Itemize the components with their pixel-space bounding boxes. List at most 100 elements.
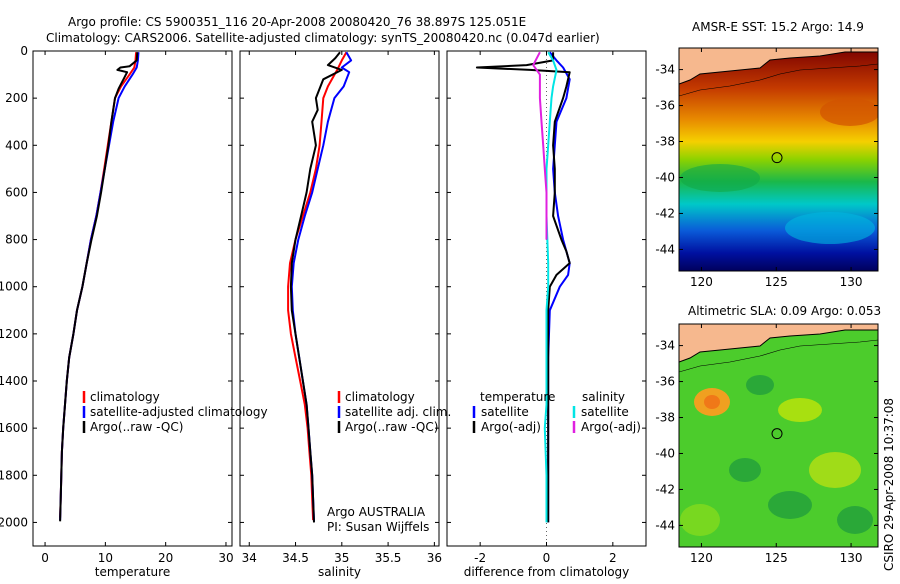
plot-frame (32, 50, 233, 547)
sst-map-axes: -34 -36 -38 -40 -42 -44 120 125 130 (655, 47, 879, 289)
sla-patch (680, 504, 720, 536)
sla-patch (837, 506, 873, 534)
x-tick-label: 36 (427, 551, 442, 565)
x-tick-label: 0 (543, 551, 551, 565)
sla-patch (746, 375, 774, 395)
series-line-temp_satellite (547, 51, 571, 523)
difference-legend: temperature satellite Argo(-adj) salinit… (472, 390, 641, 434)
x-tick-label: 10 (98, 551, 113, 565)
sla-map (679, 324, 878, 547)
x-tick-label: -2 (474, 551, 486, 565)
legend-label-argo: Argo(..raw -QC) (345, 420, 438, 434)
sla-patch (809, 452, 861, 488)
lat-tick-label: -44 (655, 518, 675, 532)
lon-tick-label: 120 (690, 275, 713, 289)
x-tick-label: 2 (609, 551, 617, 565)
lon-tick-label: 125 (765, 275, 788, 289)
x-axis-label: difference from climatology (464, 565, 630, 579)
lat-tick-label: -34 (655, 339, 675, 353)
lon-tick-label: 130 (840, 275, 863, 289)
lat-tick-label: -38 (655, 411, 675, 425)
temperature-legend: climatology satellite-adjusted climatolo… (82, 390, 268, 434)
x-tick-label: 35 (334, 551, 349, 565)
legend-label-satellite: satellite adj. clim. (345, 405, 451, 419)
sla-argo-location-marker (771, 428, 783, 440)
x-tick-label: 34.5 (282, 551, 309, 565)
lat-tick-label: -40 (655, 446, 675, 460)
plot-frame (239, 50, 440, 547)
side-timestamp-label: CSIRO 29-Apr-2008 10:37:08 (882, 398, 896, 571)
sst-cyan-patch (785, 212, 875, 244)
legend-label-argo: Argo(..raw -QC) (90, 420, 183, 434)
legend-label-temp-argo: Argo(-adj) (481, 420, 541, 434)
lon-tick-label: 120 (690, 551, 713, 565)
sla-shelf-contour (679, 339, 878, 373)
lat-tick-label: -42 (655, 206, 675, 220)
map-frame (678, 323, 879, 548)
lat-tick-label: -34 (655, 63, 675, 77)
lat-tick-label: -40 (655, 170, 675, 184)
sla-land (679, 324, 878, 362)
y-tick-label: 600 (5, 185, 28, 199)
figure-title-line2: Climatology: CARS2006. Satellite-adjuste… (46, 31, 600, 45)
series-line-argo (59, 52, 139, 522)
sst-map-title: AMSR-E SST: 15.2 Argo: 14.9 (692, 20, 864, 34)
credit-line1: Argo AUSTRALIA (327, 505, 426, 519)
lat-tick-label: -36 (655, 99, 675, 113)
legend-title-salinity: salinity (582, 390, 625, 404)
lat-tick-label: -42 (655, 482, 675, 496)
y-tick-label: 0 (20, 44, 28, 58)
sst-coastline (679, 51, 878, 85)
sla-patch (768, 491, 812, 519)
x-axis-label: temperature (95, 565, 170, 579)
sst-shelf-contour (679, 63, 878, 97)
temperature-panel: 0 200 400 600 800 1000 1200 1400 1600 1800 2000 0 10… (0, 44, 234, 579)
lon-tick-label: 130 (840, 551, 863, 565)
legend-title-temperature: temperature (480, 390, 555, 404)
lat-tick-label: -36 (655, 375, 675, 389)
y-tick-label: 1400 (0, 374, 28, 388)
sst-map (679, 48, 878, 271)
sla-map-title: Altimetric SLA: 0.09 Argo: 0.053 (688, 304, 881, 318)
series-line-climatology (287, 51, 348, 521)
y-tick-label: 200 (5, 91, 28, 105)
map-frame (678, 47, 879, 272)
series-line-argo (289, 51, 343, 523)
sst-land (679, 48, 878, 84)
x-axis-label: salinity (318, 565, 361, 579)
sla-patch (729, 458, 761, 482)
series-line-sal_argo (532, 51, 548, 240)
x-tick-label: 0 (41, 551, 49, 565)
sla-map-axes: -34 -36 -38 -40 -42 -44 120 125 130 (655, 323, 879, 565)
legend-label-satellite: satellite-adjusted climatology (90, 405, 268, 419)
legend-label-sal-satellite: satellite (581, 405, 629, 419)
figure-title-line1: Argo profile: CS 5900351_116 20-Apr-2008… (68, 15, 526, 29)
credit-line2: PI: Susan Wijffels (327, 520, 429, 534)
salinity-legend: climatology satellite adj. clim. Argo(..… (337, 390, 451, 434)
legend-label-sal-argo: Argo(-adj) (581, 420, 641, 434)
legend-label-temp-satellite: satellite (481, 405, 529, 419)
salinity-panel: 34 34.5 35 35.5 36 salinity (239, 50, 442, 579)
y-tick-label: 1800 (0, 468, 28, 482)
y-tick-label: 1600 (0, 421, 28, 435)
y-tick-label: 1000 (0, 280, 28, 294)
x-tick-label: 20 (158, 551, 173, 565)
x-tick-label: 30 (218, 551, 233, 565)
sst-warm-patch (820, 98, 878, 126)
y-tick-label: 1200 (0, 327, 28, 341)
series-line-satellite (59, 52, 140, 521)
x-tick-label: 35.5 (375, 551, 402, 565)
y-tick-label: 2000 (0, 515, 28, 529)
lon-tick-label: 125 (765, 551, 788, 565)
x-tick-label: 34 (242, 551, 257, 565)
series-line-climatology (59, 52, 138, 518)
sla-patch (778, 398, 822, 422)
y-tick-label: 400 (5, 138, 28, 152)
lat-tick-label: -38 (655, 135, 675, 149)
series-line-temp_argo (475, 52, 571, 523)
sst-argo-location-marker (771, 152, 783, 164)
sla-patch (704, 395, 720, 409)
legend-label-climatology: climatology (345, 390, 415, 404)
